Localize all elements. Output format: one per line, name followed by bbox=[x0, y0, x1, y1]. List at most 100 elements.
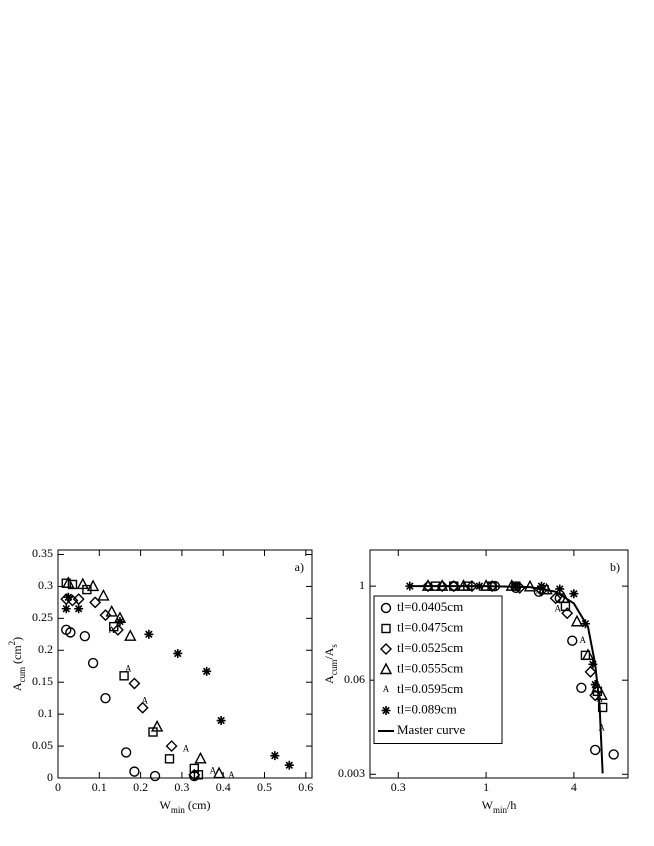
marker bbox=[150, 719, 164, 732]
marker bbox=[124, 629, 137, 641]
y-tick-label: 0.35 bbox=[32, 546, 53, 560]
marker: A bbox=[183, 743, 190, 753]
marker bbox=[111, 623, 124, 636]
legend-box bbox=[373, 595, 503, 744]
legend-label: tl=0.0475cm bbox=[397, 619, 463, 634]
plot-frame bbox=[57, 549, 313, 779]
marker bbox=[465, 580, 478, 593]
marker bbox=[164, 754, 175, 764]
legend-swatch bbox=[381, 706, 391, 715]
marker bbox=[589, 744, 601, 756]
marker bbox=[72, 593, 85, 606]
marker: A bbox=[554, 604, 561, 614]
marker bbox=[63, 592, 73, 602]
y-tick-label: 0.15 bbox=[32, 674, 53, 688]
marker bbox=[97, 588, 110, 601]
x-tick-label: 0.5 bbox=[257, 780, 272, 794]
marker bbox=[569, 589, 579, 599]
marker bbox=[105, 604, 118, 617]
legend-label: tl=0.0405cm bbox=[397, 599, 463, 614]
marker bbox=[79, 631, 91, 642]
axis-label-part: /A bbox=[322, 647, 336, 659]
marker bbox=[537, 581, 547, 591]
axis-label-part: /h bbox=[507, 798, 516, 812]
marker bbox=[99, 609, 112, 622]
marker bbox=[584, 665, 597, 678]
marker bbox=[576, 682, 587, 693]
marker bbox=[89, 596, 102, 609]
marker: A bbox=[598, 723, 605, 733]
y-tick-label: 0.06 bbox=[344, 672, 365, 686]
axis-label: Wmin (cm) bbox=[160, 798, 211, 815]
marker bbox=[588, 659, 598, 669]
marker: A bbox=[108, 625, 115, 635]
marker bbox=[555, 584, 565, 594]
x-tick-label: 0.2 bbox=[133, 780, 148, 794]
axis-label-part: min bbox=[171, 805, 186, 815]
marker bbox=[194, 751, 207, 764]
legend-swatch bbox=[379, 662, 393, 675]
marker bbox=[284, 760, 294, 770]
y-tick-label: 0.1 bbox=[38, 706, 53, 720]
marker: A bbox=[210, 766, 217, 776]
marker bbox=[120, 747, 132, 758]
y-tick-label: 0.25 bbox=[32, 610, 53, 624]
marker bbox=[608, 749, 619, 760]
x-tick-label: 0.3 bbox=[174, 780, 189, 794]
marker bbox=[115, 617, 125, 627]
marker bbox=[144, 629, 154, 639]
marker bbox=[149, 770, 161, 782]
marker: A bbox=[228, 770, 235, 780]
legend-swatch bbox=[380, 643, 392, 655]
marker bbox=[119, 671, 129, 681]
marker bbox=[62, 576, 75, 588]
legend-label: tl=0.0595cm bbox=[397, 681, 463, 696]
axis-label-part: cum bbox=[17, 667, 27, 683]
marker bbox=[212, 766, 226, 779]
x-tick-label: 1 bbox=[483, 780, 489, 794]
marker bbox=[581, 648, 595, 661]
marker bbox=[188, 768, 201, 781]
marker: A bbox=[536, 586, 543, 596]
marker bbox=[447, 580, 460, 593]
marker bbox=[567, 635, 578, 646]
marker bbox=[216, 716, 226, 726]
marker bbox=[270, 751, 280, 761]
marker bbox=[561, 607, 574, 620]
axis-label-part: (cm bbox=[10, 645, 24, 667]
marker bbox=[128, 677, 141, 690]
marker bbox=[173, 648, 183, 658]
marker bbox=[193, 770, 204, 780]
master-curve bbox=[409, 585, 604, 774]
marker bbox=[129, 766, 140, 777]
marker bbox=[87, 657, 99, 669]
x-tick-label: 0.4 bbox=[216, 780, 231, 794]
marker bbox=[436, 580, 449, 593]
marker bbox=[86, 579, 100, 592]
y-tick-label: 1 bbox=[359, 578, 365, 592]
legend-label: tl=0.0555cm bbox=[397, 660, 463, 675]
axis-label-part: W bbox=[160, 798, 172, 812]
marker bbox=[61, 604, 71, 614]
axis-label: Wmin/h bbox=[482, 798, 517, 815]
legend-label: Master curve bbox=[397, 722, 465, 737]
x-tick-label: 0.1 bbox=[92, 780, 107, 794]
legend-swatch: A bbox=[383, 684, 390, 694]
panel-label: b) bbox=[610, 560, 620, 574]
marker bbox=[76, 577, 89, 590]
marker bbox=[67, 579, 78, 590]
marker: A bbox=[141, 695, 148, 705]
legend-label: tl=0.089cm bbox=[397, 701, 457, 716]
legend-swatch bbox=[380, 602, 392, 614]
legend-swatch bbox=[381, 623, 391, 634]
axis-label: Acum (cm2) bbox=[7, 637, 27, 691]
y-tick-label: 0.2 bbox=[38, 642, 53, 656]
x-tick-label: 0.3 bbox=[391, 780, 406, 794]
x-tick-label: 4 bbox=[571, 780, 577, 794]
marker: A bbox=[579, 635, 586, 645]
axis-label-part: 2 bbox=[7, 641, 17, 646]
legend-label: tl=0.0525cm bbox=[397, 640, 463, 655]
marker bbox=[74, 604, 84, 614]
axis-label-part: s bbox=[329, 644, 339, 648]
y-tick-label: 0.003 bbox=[338, 766, 365, 780]
